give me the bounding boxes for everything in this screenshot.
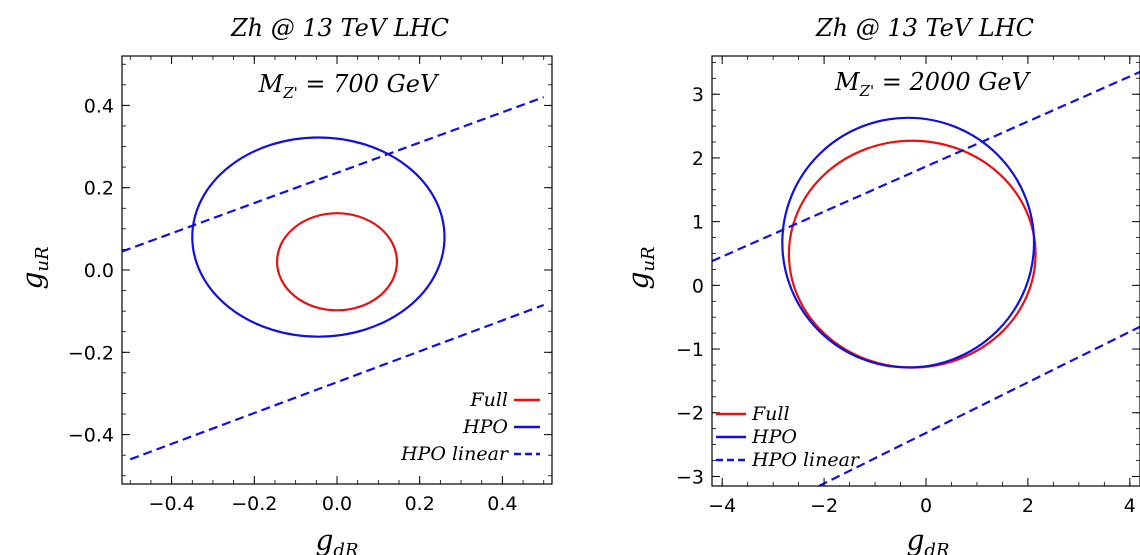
y-tick-label: 0.4 <box>84 95 114 117</box>
series-hpo-linear-line-2 <box>818 325 1140 486</box>
plot-area <box>712 70 1140 486</box>
plot-area <box>122 96 545 461</box>
y-tick-label: 0 <box>692 275 704 297</box>
y-tick-label: 3 <box>692 84 704 106</box>
legend-label: Full <box>469 389 508 411</box>
series-full-contour <box>275 212 399 312</box>
x-tick-label: 0.0 <box>322 493 352 515</box>
mass-annotation: MZ' = 2000 GeV <box>834 68 1032 100</box>
x-tick-label: 0.2 <box>405 493 435 515</box>
x-tick-label: −0.2 <box>231 493 277 515</box>
chart-panel-1: Zh @ 13 TeV LHC −0.4 −0.2 0.0 0.2 0.4 −0.4 −0.2… <box>16 14 553 555</box>
x-tick-label: −0.4 <box>149 493 195 515</box>
y-tick-label: 0.2 <box>84 178 114 200</box>
x-axis-label: gdR <box>315 524 358 555</box>
mass-annotation: MZ' = 700 GeV <box>258 70 440 102</box>
series-hpo-linear-line-2 <box>129 303 545 461</box>
y-tick-label: −0.4 <box>68 425 114 447</box>
legend-label: HPO linear <box>400 443 510 465</box>
chart-title: Zh @ 13 TeV LHC <box>815 14 1034 42</box>
y-axis-label: guR <box>622 246 659 289</box>
chart-panel-2: Zh @ 13 TeV LHC −4 −2 0 2 4 −3 −2 −1 0 1 2 3 MZ' = 20… <box>622 14 1140 555</box>
x-tick-label: −4 <box>708 495 736 517</box>
series-full-contour <box>787 139 1037 369</box>
series-hpo-linear-line-1 <box>712 70 1140 263</box>
series-hpo-contour <box>191 136 446 338</box>
x-tick-label: 0.4 <box>487 493 517 515</box>
x-tick-label: 4 <box>1124 495 1136 517</box>
legend-label: Full <box>751 403 790 425</box>
x-tick-label: 0 <box>920 495 932 517</box>
y-axis-label: guR <box>16 246 53 289</box>
series-hpo-contour <box>781 116 1036 369</box>
chart-title: Zh @ 13 TeV LHC <box>230 14 449 42</box>
y-tick-label: −3 <box>676 466 704 488</box>
series-hpo-linear-line-1 <box>122 96 545 253</box>
legend-label: HPO <box>751 426 797 448</box>
y-tick-label: 0.0 <box>84 260 114 282</box>
x-tick-label: −2 <box>810 495 838 517</box>
y-tick-label: −1 <box>676 339 704 361</box>
x-tick-label: 2 <box>1022 495 1034 517</box>
legend: Full HPO HPO linear <box>400 389 540 465</box>
y-tick-label: −0.2 <box>68 342 114 364</box>
y-tick-label: 1 <box>692 212 704 234</box>
legend-label: HPO linear <box>751 449 861 471</box>
y-tick-label: 2 <box>692 148 704 170</box>
y-tick-label: −2 <box>676 403 704 425</box>
x-axis-label: gdR <box>906 524 949 555</box>
legend-label: HPO <box>462 416 508 438</box>
